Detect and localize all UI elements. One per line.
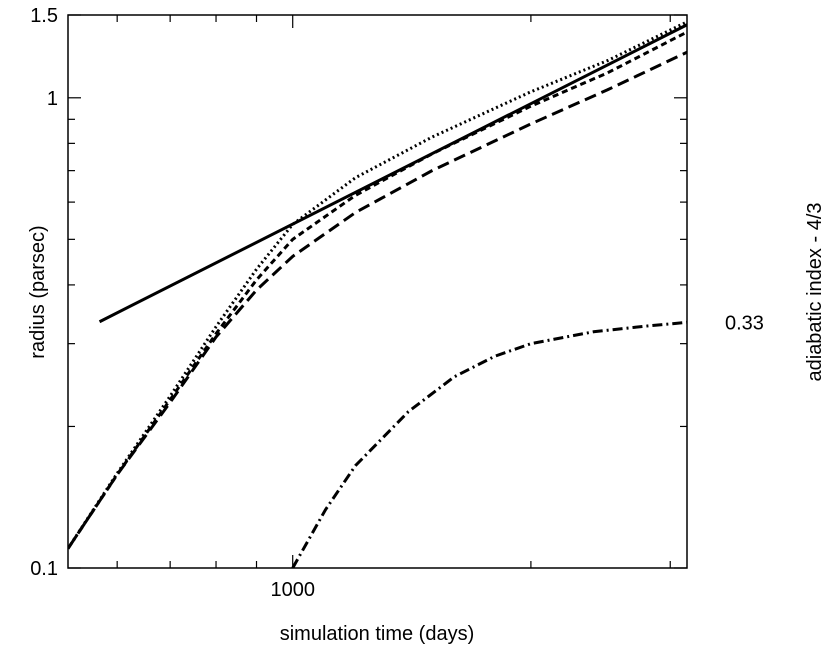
y-tick-label: 0.1 [30,558,58,580]
plot-frame-group [67,14,688,569]
x-tick-label: 1000 [270,579,315,601]
series-line-dashed-short [68,30,687,550]
y2-axis-label: adiabatic index - 4/3 [804,202,826,381]
x-axis-label: simulation time (days) [280,623,475,645]
series-group [68,20,687,568]
axis-ticks [68,14,687,569]
series-line-dotted [68,20,687,550]
y-tick-label: 1.5 [30,5,58,27]
series-line-dashed-long [68,50,687,550]
y-tick-label: 1 [47,88,58,110]
tick-labels: 1000 0.1 1 1.5 0.33 [30,5,764,601]
y2-tick-label: 0.33 [725,312,764,334]
y-axis-label: radius (parsec) [27,225,49,358]
series-line-dash-dot [291,320,687,568]
plot-frame [67,14,688,569]
